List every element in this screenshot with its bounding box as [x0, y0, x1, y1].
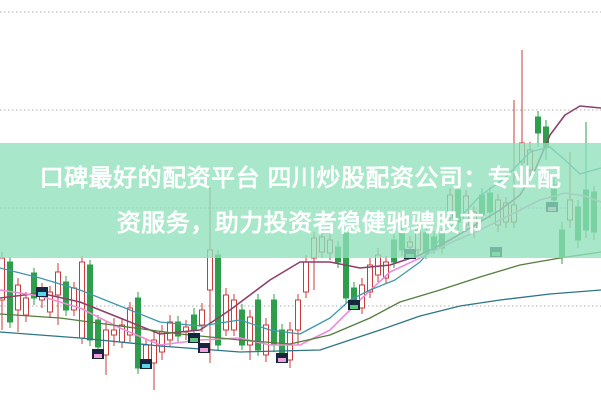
candle-up — [79, 261, 85, 339]
candle-down — [191, 314, 197, 331]
candle-up — [383, 261, 389, 279]
candle-up — [103, 329, 109, 356]
ma-olive-line — [0, 251, 601, 345]
candle-up — [167, 321, 173, 341]
candle-up — [111, 329, 117, 336]
signal-marker-accent — [200, 348, 208, 352]
headline-band: 口碑最好的配资平台 四川炒股配资公司：专业配 资服务，助力投资者稳健驰骋股市 — [0, 143, 601, 258]
candle-up — [159, 331, 165, 353]
candle-down — [175, 321, 181, 337]
candle-down — [87, 264, 93, 341]
candle-down — [351, 287, 357, 303]
candle-up — [295, 299, 301, 331]
candle-down — [63, 281, 69, 311]
candle-up — [199, 309, 205, 326]
headline-line-2: 资服务，助力投资者稳健驰骋股市 — [116, 209, 485, 237]
signal-marker-accent — [278, 358, 286, 362]
signal-marker-accent — [38, 292, 46, 296]
signal-marker-accent — [190, 338, 198, 342]
candle-up — [15, 284, 21, 311]
candle-up — [247, 316, 253, 346]
candle-up — [231, 299, 237, 331]
candle-up — [303, 261, 309, 293]
candle-down — [215, 254, 221, 346]
candle-up — [151, 339, 157, 364]
candle-up — [263, 324, 269, 356]
candle-down — [239, 309, 245, 346]
candle-up — [0, 257, 5, 301]
candle-up — [23, 297, 29, 316]
candle-up — [375, 254, 381, 276]
candle-down — [31, 272, 37, 299]
candle-up — [47, 291, 53, 313]
candle-down — [95, 319, 101, 348]
signal-marker-accent — [142, 364, 150, 368]
signal-marker-accent — [350, 305, 358, 309]
candle-up — [143, 344, 149, 361]
candle-down — [535, 116, 541, 134]
headline-line-1: 口碑最好的配资平台 四川炒股配资公司：专业配 — [39, 164, 562, 192]
candle-down — [135, 297, 141, 369]
ma-teal-slow-line — [0, 289, 601, 353]
candle-down — [271, 299, 277, 346]
candle-up — [367, 264, 373, 293]
signal-marker-accent — [94, 354, 102, 358]
